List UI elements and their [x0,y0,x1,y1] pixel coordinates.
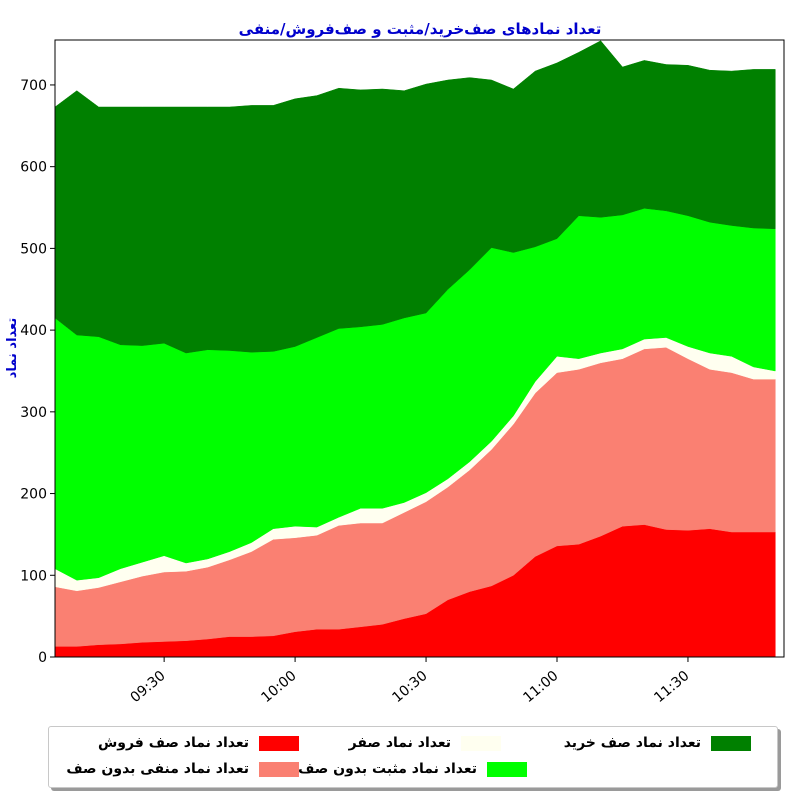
x-axis: 09:30 10:00 10:30 11:00 11:30 [128,657,693,706]
y-tick-label-0: 0 [38,650,47,666]
legend-swatch-zero [461,735,501,751]
legend-swatch-sell-queue [259,735,299,751]
plot-frame [54,39,785,658]
legend-item-negative: تعداد نماد منفی بدون صف [66,759,299,779]
legend-label-buy-queue: تعداد نماد صف خرید [563,735,701,751]
area-layer [54,40,776,658]
legend-item-positive: تعداد نماد مثبت بدون صف [298,759,527,779]
legend: تعداد نماد صف فروش تعداد نماد صفر تعداد … [48,726,778,788]
y-axis-label: تعداد نماد [5,318,20,379]
area-series-4 [54,40,776,354]
legend-item-buy-queue: تعداد نماد صف خرید [564,733,751,753]
x-tick-label-3: 11:00 [520,668,561,706]
legend-label-sell-queue: تعداد نماد صف فروش [97,735,249,751]
y-tick-label-7: 700 [20,78,47,94]
legend-item-zero: تعداد نماد صفر [349,733,501,753]
legend-label-negative: تعداد نماد منفی بدون صف [66,761,249,777]
y-tick-label-4: 400 [20,323,47,339]
x-tick-label-4: 11:30 [651,668,692,706]
legend-label-positive: تعداد نماد مثبت بدون صف [298,761,477,777]
legend-item-sell-queue: تعداد نماد صف فروش [98,733,299,753]
legend-swatch-buy-queue [711,735,751,751]
y-tick-label-6: 600 [20,160,47,176]
y-tick-label-5: 500 [20,241,47,257]
legend-swatch-positive [487,761,527,777]
legend-label-zero: تعداد نماد صفر [348,735,451,751]
x-tick-label-0: 09:30 [128,668,169,706]
y-tick-label-1: 100 [20,568,47,584]
x-tick-label-1: 10:00 [258,668,299,706]
y-tick-label-2: 200 [20,487,47,503]
legend-swatch-negative [259,761,299,777]
chart-title: تعداد نمادهای صف‌خرید/مثبت و صف‌فروش/منف… [239,20,602,38]
y-axis: 0 100 200 300 400 500 600 700 [20,78,55,666]
x-tick-label-2: 10:30 [389,668,430,706]
y-tick-label-3: 300 [20,405,47,421]
